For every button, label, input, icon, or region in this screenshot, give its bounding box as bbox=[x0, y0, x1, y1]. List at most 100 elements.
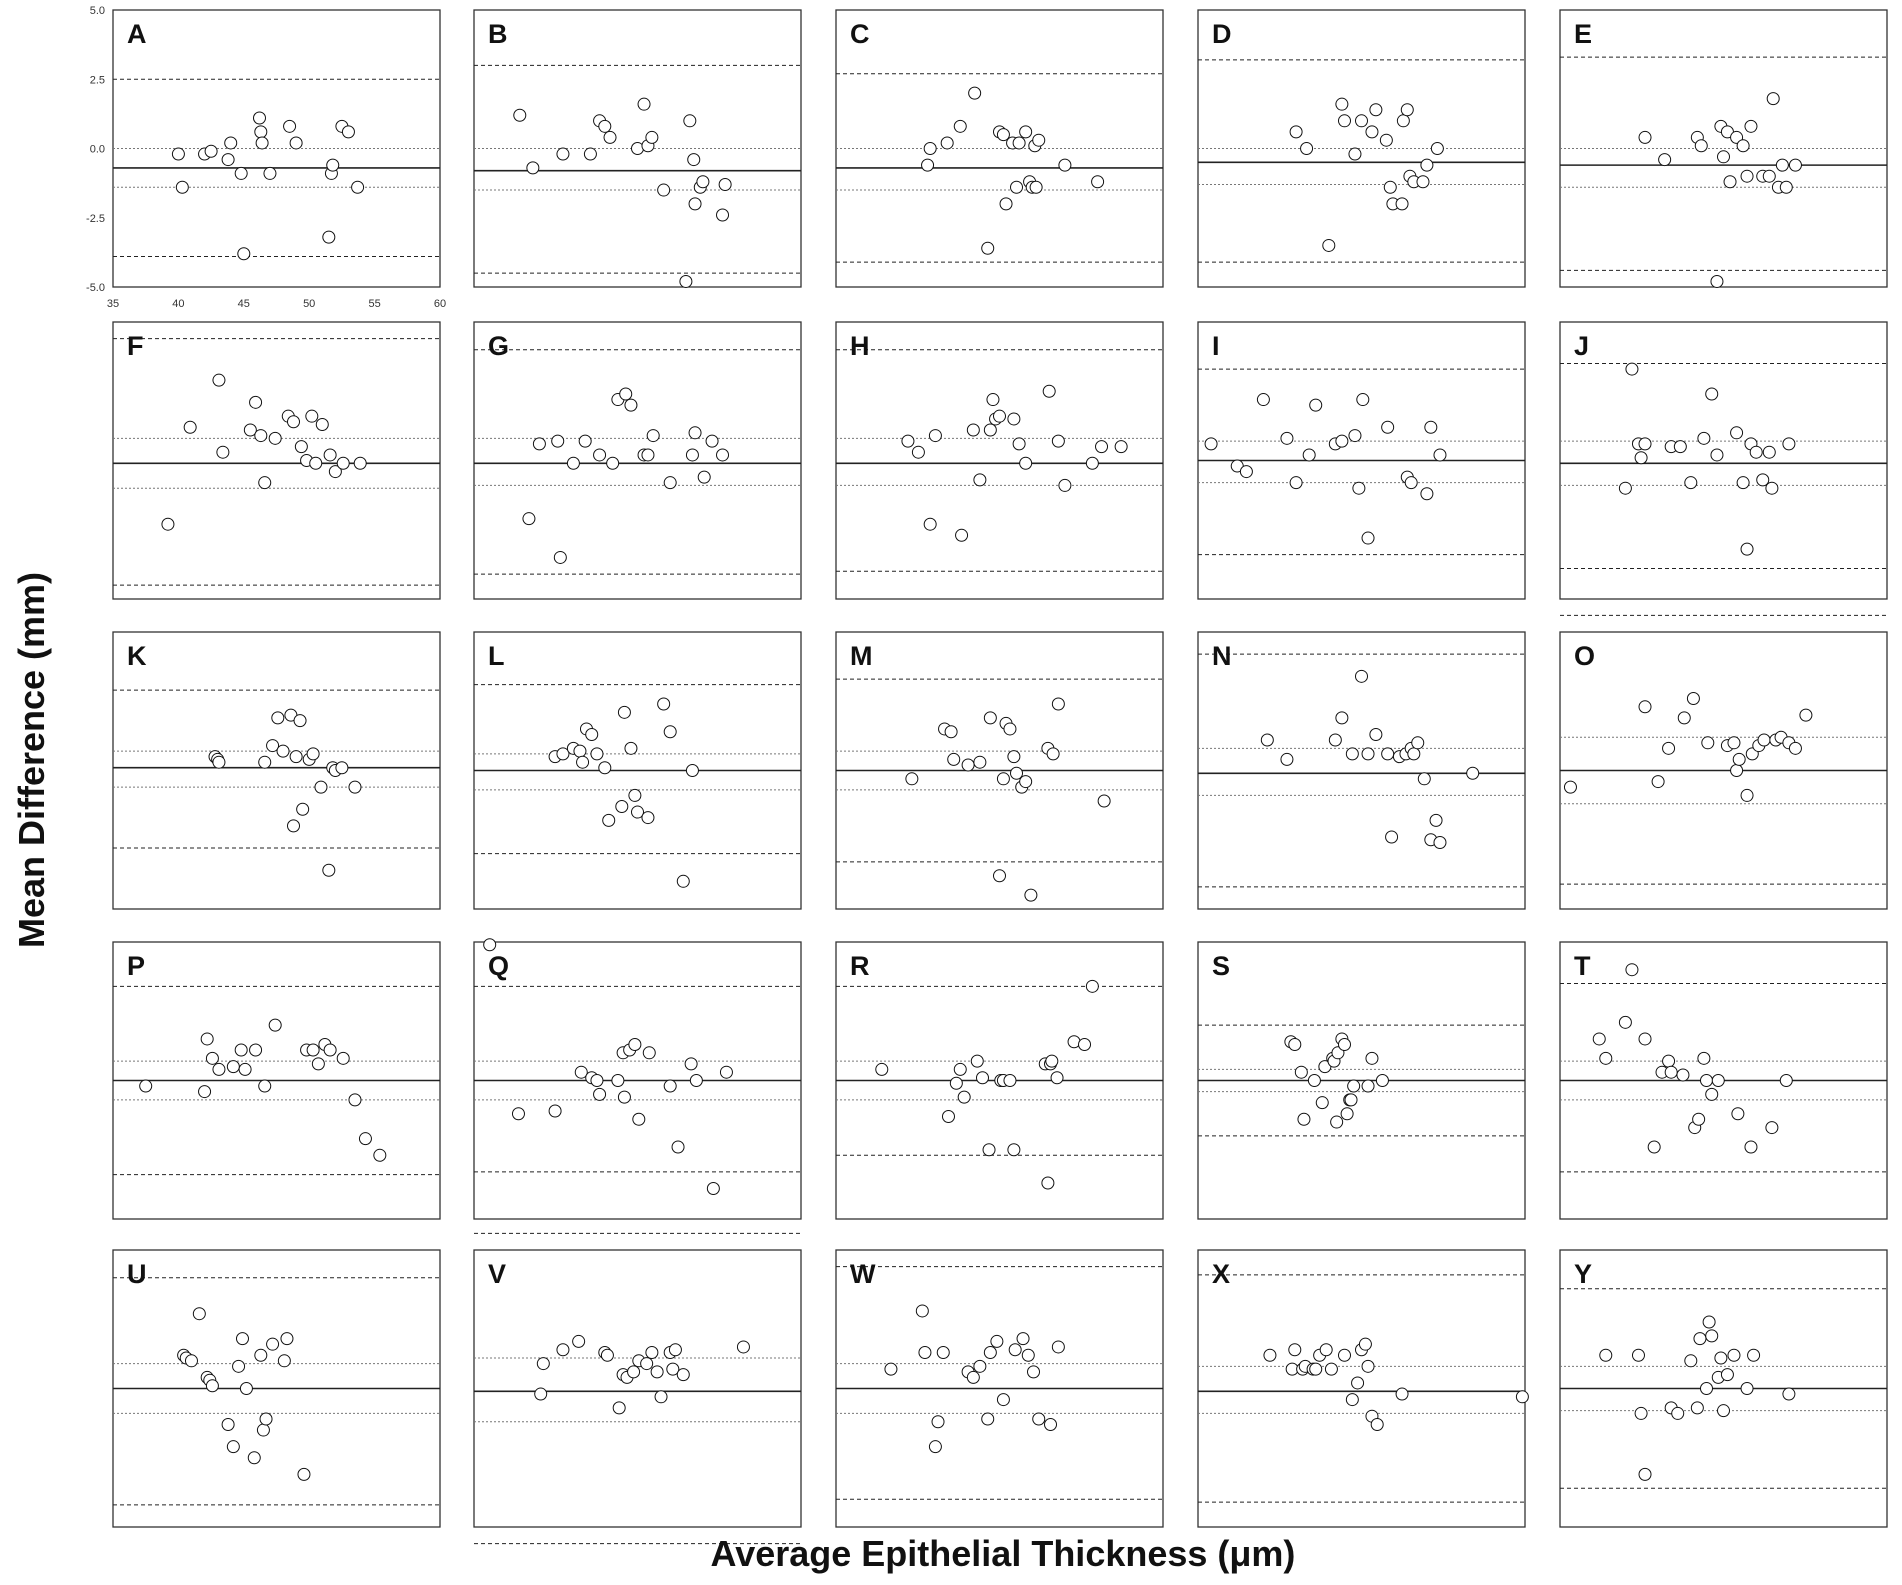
data-point bbox=[1699, 1074, 1713, 1087]
data-point bbox=[1466, 766, 1480, 780]
data-point bbox=[1016, 1332, 1030, 1346]
data-point bbox=[1396, 114, 1410, 128]
data-point bbox=[287, 415, 301, 429]
data-point bbox=[1701, 736, 1715, 750]
data-point bbox=[641, 448, 655, 462]
data-point bbox=[668, 1343, 682, 1357]
panel-s: S bbox=[1197, 941, 1526, 1220]
data-point bbox=[232, 1359, 246, 1373]
panel-frame bbox=[835, 321, 1164, 600]
data-point bbox=[353, 456, 367, 470]
data-point bbox=[1085, 979, 1099, 993]
data-point bbox=[1340, 1107, 1354, 1121]
data-point bbox=[1051, 697, 1065, 711]
data-point bbox=[315, 417, 329, 431]
data-point bbox=[306, 1043, 320, 1057]
data-point bbox=[1050, 1071, 1064, 1085]
data-point bbox=[966, 1370, 980, 1384]
data-point bbox=[1684, 476, 1698, 490]
data-point bbox=[1730, 764, 1744, 777]
data-point bbox=[511, 1107, 525, 1121]
data-point bbox=[1007, 412, 1021, 426]
panel-label: V bbox=[488, 1259, 506, 1289]
data-point bbox=[982, 1143, 996, 1157]
data-point bbox=[266, 1337, 280, 1351]
data-point bbox=[1044, 1418, 1058, 1432]
panel-p: P bbox=[112, 941, 441, 1220]
data-point bbox=[1335, 711, 1349, 725]
data-point bbox=[556, 1343, 570, 1357]
panel-label: K bbox=[127, 641, 147, 671]
data-point bbox=[1288, 1343, 1302, 1357]
data-point bbox=[1344, 1093, 1358, 1107]
data-point bbox=[928, 429, 942, 443]
panel-k: K bbox=[112, 631, 441, 910]
data-point bbox=[590, 747, 604, 761]
y-tick-label: -2.5 bbox=[86, 213, 105, 225]
data-point bbox=[921, 158, 935, 172]
panel-y: Y bbox=[1559, 1249, 1888, 1528]
data-point bbox=[322, 230, 336, 244]
data-point bbox=[1315, 1096, 1329, 1110]
data-point bbox=[940, 136, 954, 150]
data-point bbox=[973, 1359, 987, 1373]
data-point bbox=[1429, 813, 1443, 827]
data-point bbox=[1309, 1362, 1323, 1376]
data-point bbox=[884, 1362, 898, 1376]
data-point bbox=[336, 1051, 350, 1065]
data-point bbox=[323, 1043, 337, 1057]
data-point bbox=[593, 448, 607, 462]
data-point bbox=[1749, 445, 1763, 459]
data-point bbox=[1638, 1467, 1652, 1481]
data-point bbox=[1322, 238, 1336, 252]
data-point bbox=[606, 456, 620, 470]
data-point bbox=[1010, 766, 1024, 780]
data-point bbox=[1744, 119, 1758, 133]
data-point bbox=[287, 819, 301, 833]
data-point bbox=[283, 119, 297, 133]
data-point bbox=[671, 1140, 685, 1154]
data-point bbox=[1348, 429, 1362, 443]
data-point bbox=[1625, 963, 1639, 977]
data-point bbox=[280, 1332, 294, 1346]
data-point bbox=[1361, 747, 1375, 761]
data-point bbox=[1671, 1406, 1685, 1420]
data-point bbox=[1592, 1032, 1606, 1046]
data-point bbox=[341, 125, 355, 139]
data-point bbox=[373, 1148, 387, 1162]
data-point bbox=[663, 476, 677, 490]
data-point bbox=[249, 1043, 263, 1057]
data-point bbox=[617, 1090, 631, 1104]
data-point bbox=[309, 456, 323, 470]
data-point bbox=[640, 1357, 654, 1371]
data-point bbox=[1411, 736, 1425, 750]
data-point bbox=[918, 1345, 932, 1359]
data-point bbox=[573, 744, 587, 758]
data-point bbox=[676, 874, 690, 888]
data-point bbox=[1239, 465, 1253, 479]
data-point bbox=[1618, 481, 1632, 495]
data-point bbox=[526, 161, 540, 175]
data-point bbox=[1638, 700, 1652, 714]
x-tick-label: 60 bbox=[434, 298, 446, 310]
data-point bbox=[999, 197, 1013, 211]
panel-label: G bbox=[488, 331, 509, 361]
data-point bbox=[1714, 1351, 1728, 1365]
data-point bbox=[268, 431, 282, 445]
data-point bbox=[590, 1074, 604, 1087]
data-point bbox=[1705, 387, 1719, 401]
data-point bbox=[1319, 1343, 1333, 1357]
data-point bbox=[1730, 426, 1744, 440]
data-point bbox=[322, 863, 336, 877]
panel-d: D bbox=[1197, 9, 1526, 288]
panel-label: R bbox=[850, 951, 870, 981]
data-point bbox=[736, 1340, 750, 1354]
panel-g: G bbox=[473, 321, 802, 600]
data-point bbox=[258, 755, 272, 769]
data-point bbox=[1058, 478, 1072, 492]
data-point bbox=[566, 456, 580, 470]
data-point bbox=[1288, 1037, 1302, 1051]
data-point bbox=[973, 473, 987, 487]
data-point bbox=[1361, 1079, 1375, 1093]
data-point bbox=[175, 180, 189, 194]
